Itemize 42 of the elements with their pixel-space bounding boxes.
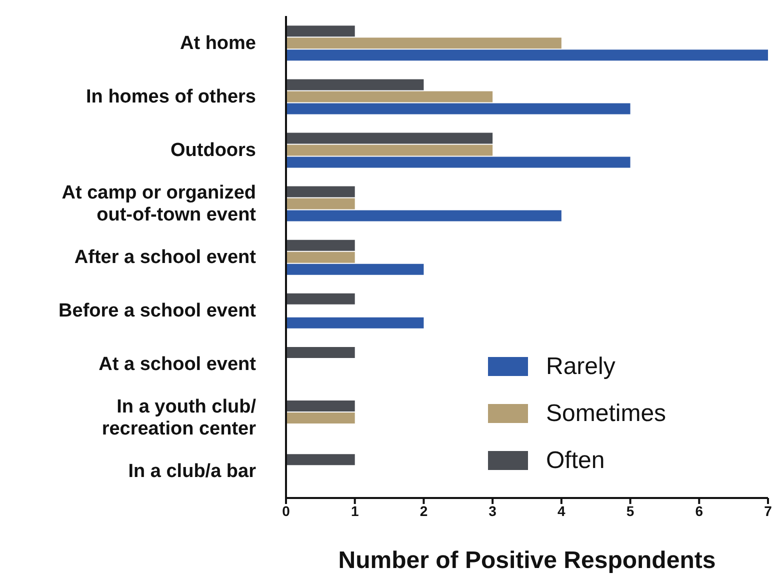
y-tick-label: At camp or organized out-of-town event [62, 182, 257, 225]
bar [286, 50, 768, 61]
bar [286, 38, 562, 49]
legend-label: Often [546, 446, 605, 474]
bar [286, 240, 355, 251]
bar [286, 252, 355, 263]
bar [286, 186, 355, 198]
y-tick-label: After a school event [74, 246, 257, 268]
bar [286, 91, 493, 102]
y-tick-label: In a club/a bar [128, 460, 257, 482]
x-tick-label: 1 [350, 502, 359, 519]
x-tick-label: 2 [420, 502, 428, 519]
bar [286, 264, 424, 275]
x-tick-label: 4 [558, 502, 566, 519]
bar [286, 454, 355, 466]
legend-label: Rarely [546, 352, 616, 380]
bar [286, 293, 355, 304]
y-tick-label: Before a school event [58, 300, 257, 322]
y-tick-label: At a school event [98, 354, 257, 375]
x-tick-label: 7 [764, 502, 772, 519]
bar [286, 198, 355, 210]
bar [286, 317, 424, 328]
x-tick-label: 6 [695, 502, 704, 519]
bar [286, 144, 493, 156]
legend-label: Sometimes [546, 400, 666, 428]
x-tick-label: 3 [488, 502, 497, 519]
x-tick-label: 5 [626, 502, 634, 519]
x-tick-label: 0 [282, 502, 290, 519]
bar [286, 79, 424, 90]
bar [286, 103, 630, 114]
x-axis-title: Number of Positive Respondents [338, 547, 716, 574]
y-tick-label: In homes of others [86, 86, 256, 107]
bar [286, 26, 355, 37]
bar [286, 156, 630, 168]
bar [286, 346, 355, 358]
bar [286, 132, 493, 144]
bar [286, 412, 355, 424]
bar [286, 400, 355, 412]
bar [286, 210, 562, 222]
y-tick-label: Outdoors [170, 139, 256, 160]
y-tick-label: At home [180, 32, 256, 54]
y-tick-label: In a youth club/ recreation center [102, 396, 257, 440]
